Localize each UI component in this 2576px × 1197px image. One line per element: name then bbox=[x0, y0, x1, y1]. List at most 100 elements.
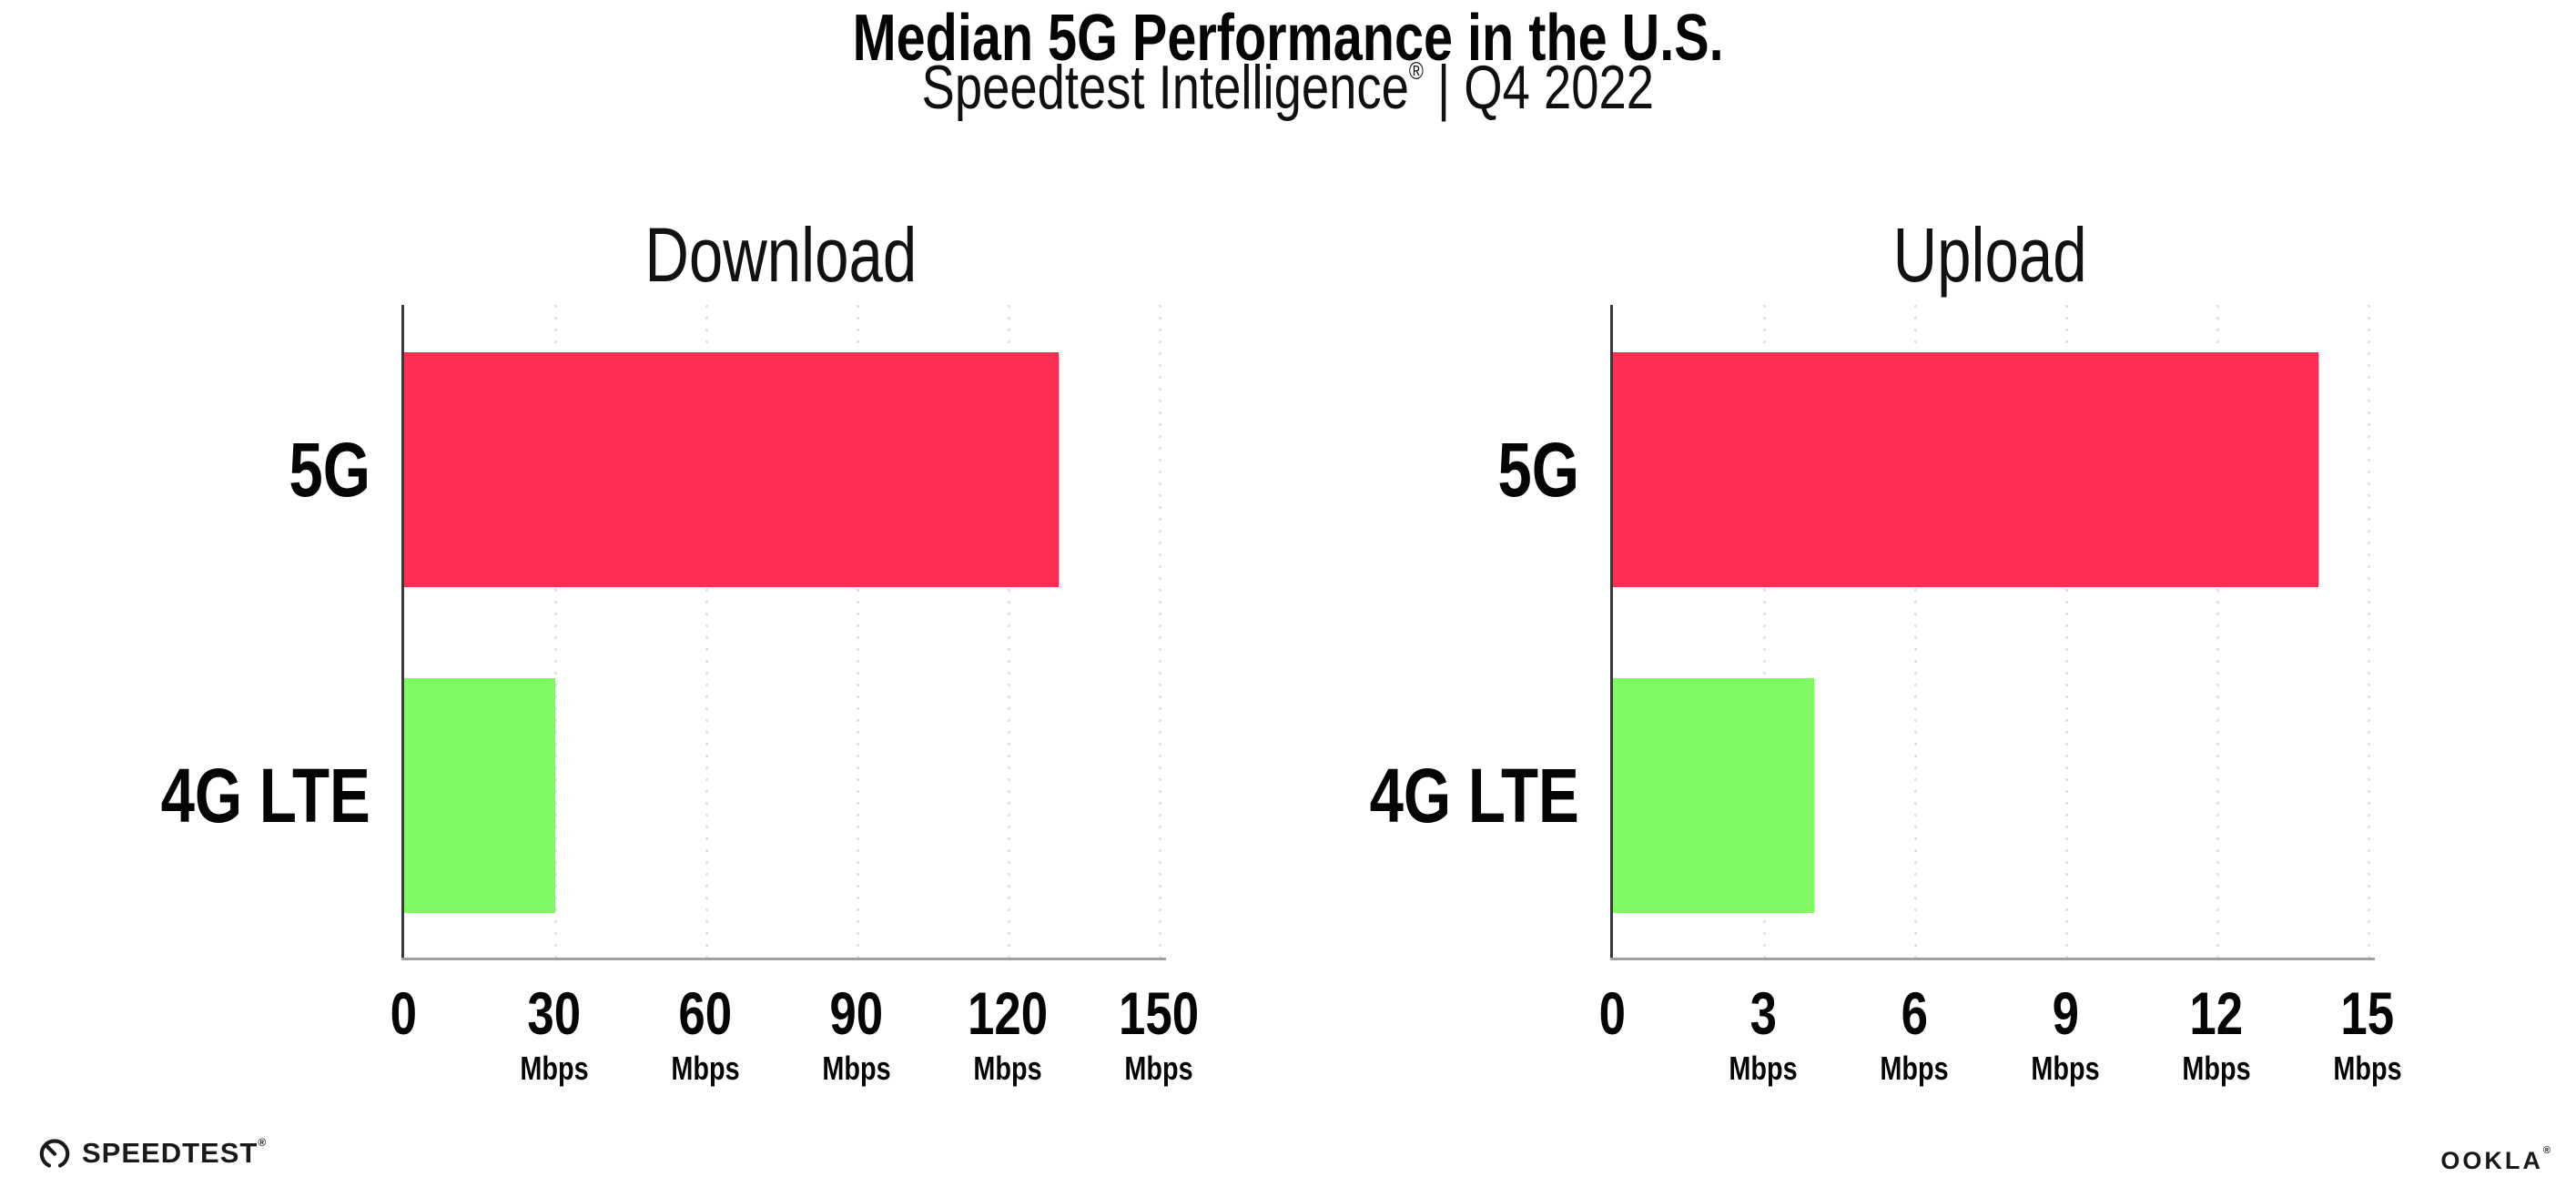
xtick-unit: Mbps bbox=[935, 1052, 1080, 1085]
xtick-0-upload: 0 bbox=[1539, 983, 1685, 1043]
xtick-value-text: 90 bbox=[829, 979, 884, 1047]
xtick-unit: Mbps bbox=[1086, 1052, 1232, 1085]
gridline-6 bbox=[1914, 305, 1917, 958]
ylabel-5g-upload: 5G bbox=[1477, 428, 1579, 512]
xtick-unit: Mbps bbox=[784, 1052, 929, 1085]
xtick-unit: Mbps bbox=[2144, 1052, 2289, 1085]
bar-4g-lte-upload bbox=[1613, 678, 1815, 913]
ookla-wordmark: OOKLA bbox=[2440, 1147, 2543, 1174]
xtick-value-text: 60 bbox=[678, 979, 733, 1047]
xtick-value: 90 bbox=[784, 983, 929, 1043]
gridline-90 bbox=[857, 305, 859, 958]
x-axis-line bbox=[1610, 958, 2375, 960]
xtick-value: 12 bbox=[2144, 983, 2289, 1043]
ylabel-4g-lte-download: 4G LTE bbox=[108, 754, 370, 837]
xtick-60-download: 60 Mbps bbox=[633, 983, 778, 1085]
gridline-12 bbox=[2216, 305, 2219, 958]
gridline-9 bbox=[2065, 305, 2068, 958]
xtick-unit-text: Mbps bbox=[671, 1050, 740, 1087]
xtick-value-text: 15 bbox=[2340, 979, 2395, 1047]
xtick-6-upload: 6 Mbps bbox=[1841, 983, 1987, 1085]
gridline-120 bbox=[1008, 305, 1010, 958]
xtick-value: 15 bbox=[2295, 983, 2440, 1043]
xtick-value: 150 bbox=[1086, 983, 1232, 1043]
ylabel-text: 4G LTE bbox=[1369, 753, 1579, 838]
xtick-9-upload: 9 Mbps bbox=[1993, 983, 2138, 1085]
gridline-150 bbox=[1159, 305, 1161, 958]
y-axis-spine bbox=[401, 305, 404, 958]
x-axis-line bbox=[401, 958, 1166, 960]
xtick-value-text: 0 bbox=[1598, 979, 1626, 1047]
xtick-value: 3 bbox=[1690, 983, 1836, 1043]
bar-5g-upload bbox=[1613, 352, 2318, 587]
panel-title-text: Upload bbox=[1892, 212, 2087, 298]
ylabel-text: 5G bbox=[1497, 427, 1579, 512]
xtick-value: 60 bbox=[633, 983, 778, 1043]
xtick-0-download: 0 bbox=[330, 983, 476, 1043]
ookla-logo: OOKLA® bbox=[2440, 1146, 2551, 1174]
xtick-value-text: 150 bbox=[1118, 979, 1200, 1047]
page-title: Median 5G Performance in the U.S. bbox=[0, 5, 2576, 71]
xtick-3-upload: 3 Mbps bbox=[1690, 983, 1836, 1085]
bar-4g-lte-download bbox=[404, 678, 555, 913]
gridline-60 bbox=[705, 305, 708, 958]
panel-title-text: Download bbox=[644, 212, 918, 298]
xtick-unit-text: Mbps bbox=[1729, 1050, 1798, 1087]
xtick-value-text: 0 bbox=[390, 979, 417, 1047]
xtick-unit-text: Mbps bbox=[1124, 1050, 1193, 1087]
panel-title-upload: Upload bbox=[1612, 217, 2368, 293]
page-subtitle: Speedtest Intelligence® | Q4 2022 bbox=[0, 56, 2576, 118]
ylabel-text: 4G LTE bbox=[160, 753, 370, 838]
xtick-unit-text: Mbps bbox=[520, 1050, 589, 1087]
xtick-unit-text: Mbps bbox=[822, 1050, 891, 1087]
gridline-3 bbox=[1763, 305, 1766, 958]
y-axis-spine bbox=[1610, 305, 1613, 958]
page-title-text: Median 5G Performance in the U.S. bbox=[852, 2, 1724, 75]
xtick-150-download: 150 Mbps bbox=[1086, 983, 1232, 1085]
registered-mark: ® bbox=[258, 1135, 268, 1149]
speedtest-gauge-icon bbox=[36, 1134, 73, 1171]
xtick-value: 120 bbox=[935, 983, 1080, 1043]
xtick-value-text: 12 bbox=[2189, 979, 2244, 1047]
xtick-12-upload: 12 Mbps bbox=[2144, 983, 2289, 1085]
xtick-unit-text: Mbps bbox=[1880, 1050, 1949, 1087]
ylabel-5g-download: 5G bbox=[269, 428, 370, 512]
xtick-value-text: 3 bbox=[1749, 979, 1777, 1047]
xtick-15-upload: 15 Mbps bbox=[2295, 983, 2440, 1085]
download-chart: Download 5G 4G LTE 0 30 Mbps 60 Mbps 90 Mbps 120 Mb… bbox=[161, 217, 1199, 1085]
bar-5g-download bbox=[404, 352, 1060, 587]
xtick-value-text: 6 bbox=[1901, 979, 1928, 1047]
xtick-unit-text: Mbps bbox=[2182, 1050, 2251, 1087]
speedtest-logo: SPEEDTEST® bbox=[36, 1134, 267, 1171]
registered-mark: ® bbox=[1409, 56, 1425, 85]
xtick-120-download: 120 Mbps bbox=[935, 983, 1080, 1085]
panel-title-download: Download bbox=[403, 217, 1159, 293]
xtick-unit: Mbps bbox=[482, 1052, 627, 1085]
xtick-value: 9 bbox=[1993, 983, 2138, 1043]
ylabel-4g-lte-upload: 4G LTE bbox=[1317, 754, 1579, 837]
page-subtitle-text: Speedtest Intelligence® | Q4 2022 bbox=[921, 53, 1655, 122]
xtick-unit: Mbps bbox=[1841, 1052, 1987, 1085]
xtick-value: 0 bbox=[330, 983, 476, 1043]
xtick-unit: Mbps bbox=[2295, 1052, 2440, 1085]
xtick-unit: Mbps bbox=[1993, 1052, 2138, 1085]
upload-chart: Upload 5G 4G LTE 0 3 Mbps 6 Mbps 9 Mbps 12 Mbps 15 Mb… bbox=[1370, 217, 2402, 1085]
xtick-30-download: 30 Mbps bbox=[482, 983, 627, 1085]
xtick-value-text: 9 bbox=[2052, 979, 2079, 1047]
xtick-value-text: 30 bbox=[527, 979, 582, 1047]
xtick-unit-text: Mbps bbox=[973, 1050, 1042, 1087]
ylabel-text: 5G bbox=[289, 427, 370, 512]
xtick-value: 30 bbox=[482, 983, 627, 1043]
gridline-30 bbox=[554, 305, 557, 958]
xtick-unit-text: Mbps bbox=[2333, 1050, 2402, 1087]
xtick-value-text: 120 bbox=[967, 979, 1049, 1047]
xtick-90-download: 90 Mbps bbox=[784, 983, 929, 1085]
xtick-value: 0 bbox=[1539, 983, 1685, 1043]
xtick-value: 6 bbox=[1841, 983, 1987, 1043]
speedtest-wordmark: SPEEDTEST® bbox=[82, 1135, 268, 1169]
registered-mark: ® bbox=[2542, 1145, 2551, 1156]
xtick-unit-text: Mbps bbox=[2031, 1050, 2100, 1087]
xtick-unit: Mbps bbox=[1690, 1052, 1836, 1085]
gridline-15 bbox=[2368, 305, 2370, 958]
xtick-unit: Mbps bbox=[633, 1052, 778, 1085]
